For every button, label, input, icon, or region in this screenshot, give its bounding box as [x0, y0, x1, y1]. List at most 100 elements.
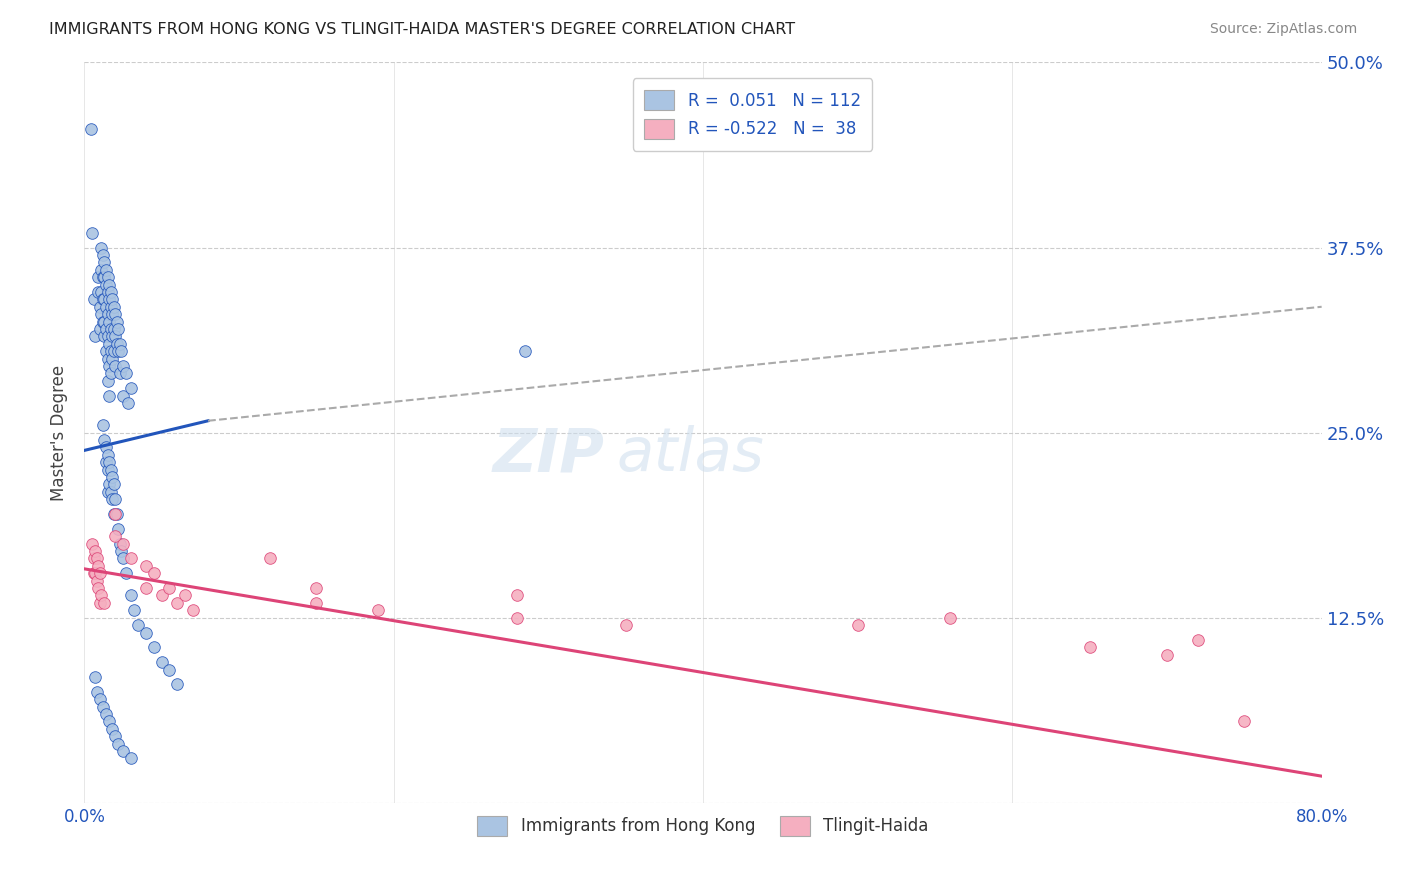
- Point: [93, 255, 115, 269]
- Point: [100, 367, 122, 381]
- Point: [90, 307, 112, 321]
- Point: [108, 536, 131, 550]
- Point: [846, 618, 869, 632]
- Point: [104, 307, 127, 321]
- Point: [103, 507, 125, 521]
- Point: [103, 322, 125, 336]
- Point: [120, 589, 142, 603]
- Point: [120, 551, 142, 566]
- Point: [103, 300, 125, 314]
- Text: Source: ZipAtlas.com: Source: ZipAtlas.com: [1209, 22, 1357, 37]
- Point: [367, 603, 389, 617]
- Point: [86, 551, 108, 566]
- Point: [98, 314, 121, 328]
- Point: [83, 566, 105, 581]
- Point: [83, 551, 105, 566]
- Point: [107, 344, 129, 359]
- Point: [103, 344, 125, 359]
- Point: [90, 589, 112, 603]
- Point: [89, 322, 111, 336]
- Point: [84, 329, 107, 343]
- Point: [91, 314, 114, 328]
- Point: [101, 293, 124, 307]
- Point: [101, 307, 124, 321]
- Point: [100, 300, 122, 314]
- Point: [110, 544, 132, 558]
- Text: ZIP: ZIP: [492, 425, 605, 484]
- Point: [98, 359, 121, 373]
- Point: [100, 462, 122, 476]
- Point: [89, 566, 111, 581]
- Point: [93, 293, 115, 307]
- Point: [174, 589, 197, 603]
- Point: [96, 448, 118, 462]
- Point: [91, 248, 114, 262]
- Point: [94, 706, 117, 721]
- Point: [105, 336, 128, 351]
- Point: [82, 226, 104, 240]
- Point: [101, 470, 124, 484]
- Point: [104, 729, 127, 743]
- Point: [87, 270, 110, 285]
- Point: [108, 367, 131, 381]
- Point: [100, 484, 122, 499]
- Point: [96, 351, 118, 366]
- Point: [939, 610, 962, 624]
- Point: [159, 581, 180, 595]
- Point: [94, 322, 117, 336]
- Point: [105, 507, 128, 521]
- Point: [120, 751, 142, 765]
- Point: [79, 122, 101, 136]
- Point: [98, 477, 121, 491]
- Point: [96, 462, 118, 476]
- Point: [94, 455, 117, 469]
- Point: [259, 551, 281, 566]
- Point: [117, 396, 139, 410]
- Point: [100, 344, 122, 359]
- Point: [96, 484, 118, 499]
- Point: [104, 507, 127, 521]
- Point: [107, 737, 129, 751]
- Point: [91, 699, 114, 714]
- Point: [112, 359, 135, 373]
- Point: [96, 374, 118, 388]
- Point: [1187, 632, 1209, 647]
- Point: [143, 640, 166, 655]
- Point: [143, 566, 166, 581]
- Point: [93, 433, 115, 447]
- Point: [87, 581, 110, 595]
- Y-axis label: Master's Degree: Master's Degree: [51, 365, 69, 500]
- Point: [159, 663, 180, 677]
- Point: [105, 314, 128, 328]
- Point: [115, 566, 138, 581]
- Point: [94, 300, 117, 314]
- Point: [87, 558, 110, 573]
- Point: [107, 322, 129, 336]
- Point: [98, 336, 121, 351]
- Point: [101, 492, 124, 507]
- Point: [94, 441, 117, 455]
- Point: [84, 566, 107, 581]
- Point: [93, 270, 115, 285]
- Point: [89, 300, 111, 314]
- Point: [104, 492, 127, 507]
- Point: [87, 285, 110, 299]
- Point: [90, 285, 112, 299]
- Point: [98, 714, 121, 729]
- Point: [84, 670, 107, 684]
- Point: [91, 270, 114, 285]
- Point: [1233, 714, 1256, 729]
- Point: [89, 692, 111, 706]
- Point: [108, 336, 131, 351]
- Point: [135, 625, 157, 640]
- Point: [94, 262, 117, 277]
- Point: [91, 293, 114, 307]
- Point: [101, 722, 124, 736]
- Point: [98, 455, 121, 469]
- Point: [104, 329, 127, 343]
- Point: [86, 574, 108, 588]
- Point: [104, 529, 127, 543]
- Point: [150, 655, 173, 669]
- Point: [1078, 640, 1101, 655]
- Point: [96, 270, 118, 285]
